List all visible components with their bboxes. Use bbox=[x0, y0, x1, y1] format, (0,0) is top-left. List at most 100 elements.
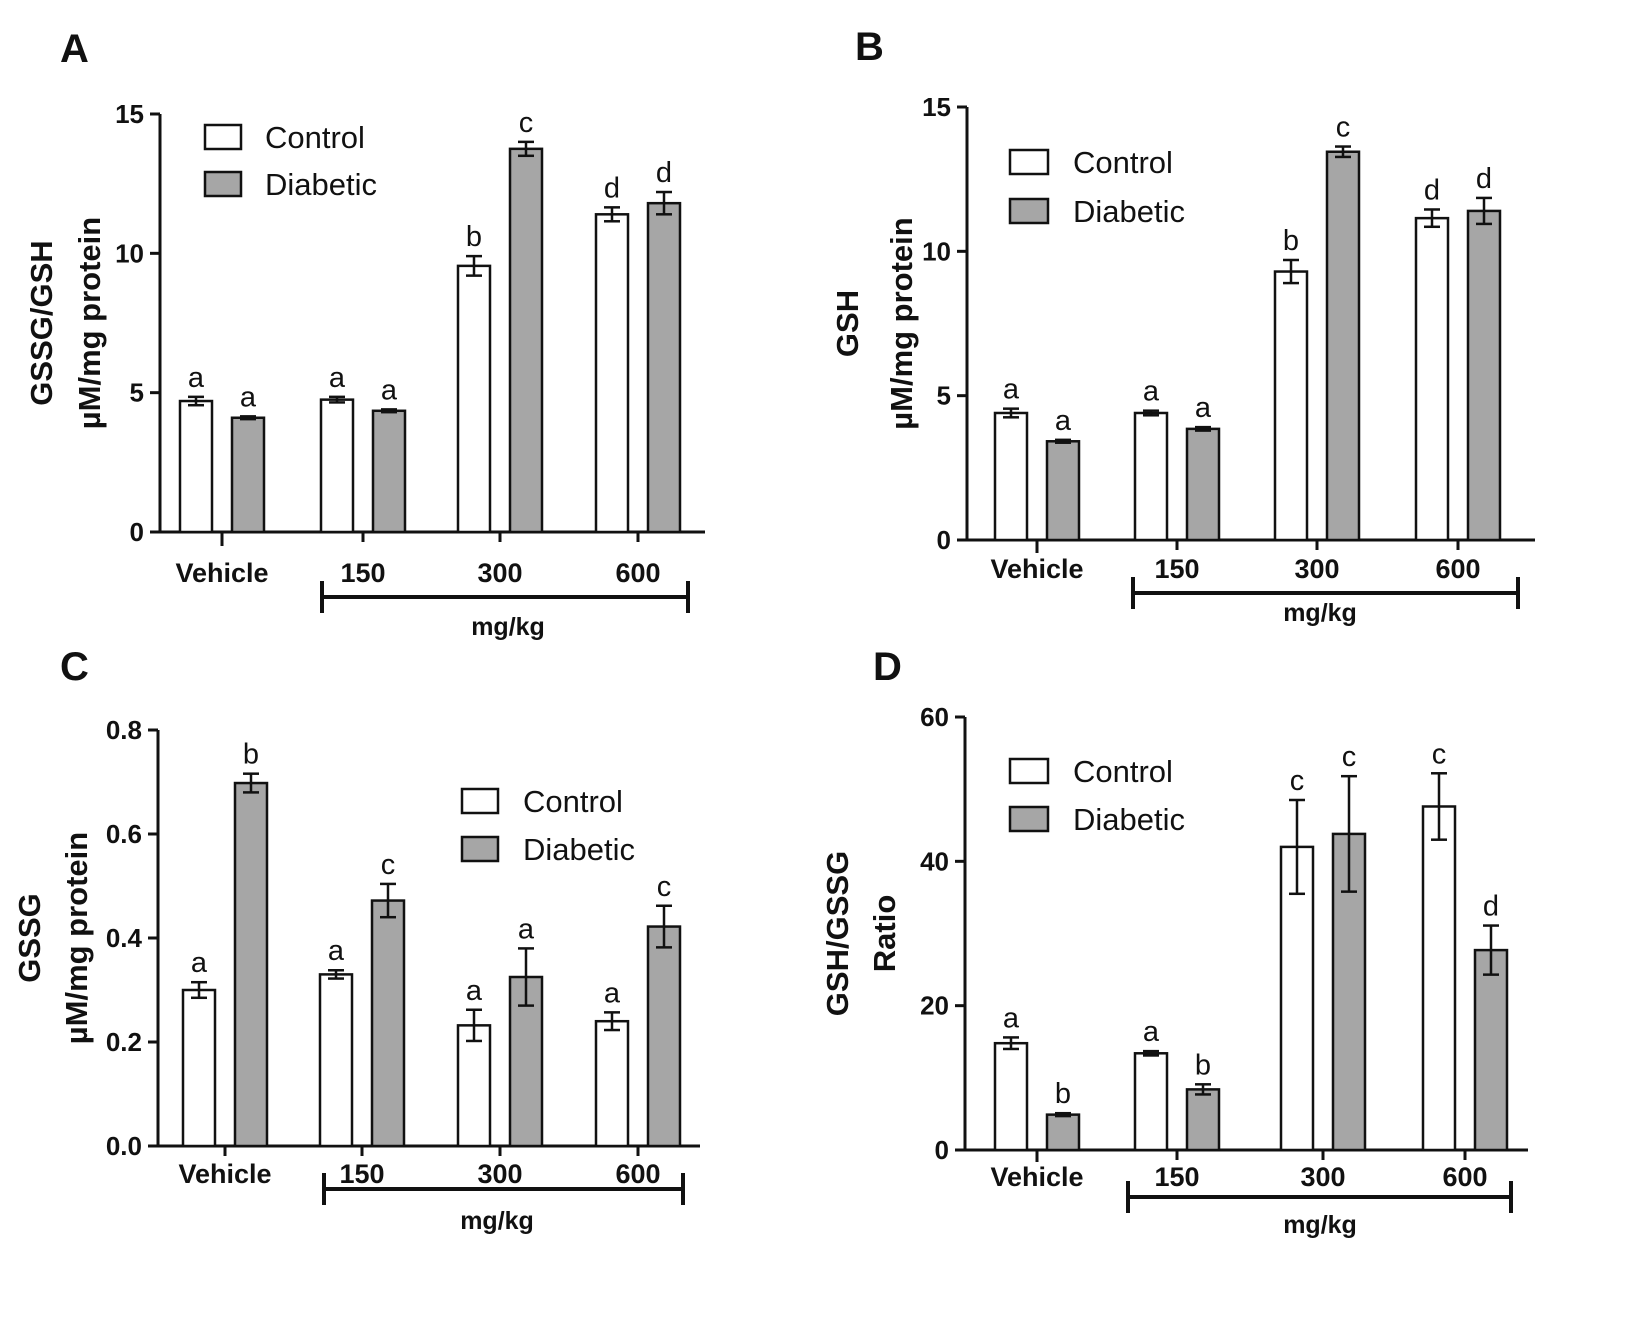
y-tick-label: 5 bbox=[130, 378, 144, 408]
x-tick-label: 600 bbox=[615, 1159, 660, 1189]
bar-control bbox=[456, 1024, 492, 1148]
x-tick-label: 150 bbox=[340, 558, 385, 588]
x-tick-label: 600 bbox=[1442, 1162, 1487, 1192]
legend: Control Diabetic bbox=[1008, 754, 1185, 837]
legend-swatch-control bbox=[460, 787, 500, 815]
legend-label-diabetic: Diabetic bbox=[1073, 194, 1185, 229]
bar-diabetic bbox=[1473, 948, 1509, 1152]
bar-control bbox=[1421, 805, 1457, 1152]
significance-label: c bbox=[381, 849, 396, 881]
legend: Control Diabetic bbox=[203, 120, 377, 202]
significance-label: a bbox=[604, 977, 621, 1009]
significance-label: d bbox=[656, 157, 672, 189]
bar-diabetic bbox=[508, 147, 544, 534]
y-axis-label: GSH µM/mg protein bbox=[830, 217, 919, 429]
bar-diabetic bbox=[371, 409, 407, 534]
significance-label: c bbox=[1342, 741, 1357, 773]
y-tick-label: 0.0 bbox=[106, 1131, 142, 1161]
bar-diabetic bbox=[370, 899, 406, 1148]
significance-label: a bbox=[381, 374, 398, 406]
y-axis-label-line-2: Ratio bbox=[867, 895, 902, 973]
dose-unit-label: mg/kg bbox=[1283, 599, 1357, 627]
chart-panel-d: D GSH/GSSG Ratio 0 20 40 60 a b a b c c c d Vehicle 150 3… bbox=[820, 645, 1528, 1239]
x-tick-label: 300 bbox=[1294, 554, 1339, 584]
y-tick-label: 0 bbox=[937, 525, 951, 555]
y-axis-label-line-2: µM/mg protein bbox=[72, 217, 107, 429]
bar-control bbox=[318, 973, 354, 1148]
bar-control bbox=[178, 399, 214, 534]
significance-label: a bbox=[329, 362, 346, 394]
x-tick-label: 150 bbox=[1154, 1162, 1199, 1192]
y-axis-label-line-1: GSSG/GSH bbox=[24, 240, 59, 405]
dose-unit-label: mg/kg bbox=[460, 1207, 534, 1235]
x-tick-label: Vehicle bbox=[175, 558, 268, 588]
y-axis-label: GSSG µM/mg protein bbox=[12, 832, 94, 1044]
y-tick-label: 0 bbox=[935, 1135, 949, 1165]
significance-label: d bbox=[604, 172, 620, 204]
significance-label: a bbox=[466, 975, 483, 1007]
bar-diabetic bbox=[230, 416, 266, 534]
legend-swatch-diabetic bbox=[1008, 197, 1050, 225]
significance-label: c bbox=[1290, 765, 1305, 797]
y-tick-label: 40 bbox=[920, 846, 949, 876]
bar-control bbox=[181, 988, 217, 1148]
bar-diabetic bbox=[1045, 1113, 1081, 1152]
y-tick-label: 0.4 bbox=[106, 923, 143, 953]
bar-diabetic bbox=[1045, 440, 1081, 542]
chart-panel-b: B GSH µM/mg protein 0 5 10 15 a a a a b c d d Vehicle 15… bbox=[830, 25, 1535, 627]
legend-label-control: Control bbox=[265, 120, 365, 155]
bar-control bbox=[594, 213, 630, 534]
bar-diabetic bbox=[233, 781, 269, 1148]
legend-swatch-diabetic bbox=[203, 170, 243, 198]
panel-letter: B bbox=[855, 25, 884, 69]
x-tick-label: 300 bbox=[1300, 1162, 1345, 1192]
x-tick-label: 300 bbox=[477, 558, 522, 588]
y-tick-label: 0 bbox=[130, 517, 144, 547]
x-tick-label: 150 bbox=[339, 1159, 384, 1189]
significance-label: a bbox=[1143, 1016, 1160, 1048]
y-tick-label: 5 bbox=[937, 381, 951, 411]
y-axis-label-line-1: GSH/GSSG bbox=[820, 851, 855, 1016]
bar-diabetic bbox=[1466, 209, 1502, 542]
significance-label: a bbox=[1003, 1002, 1020, 1034]
x-tick-label: Vehicle bbox=[990, 554, 1083, 584]
significance-label: a bbox=[240, 381, 257, 413]
bar-diabetic bbox=[646, 925, 682, 1148]
bar-control bbox=[993, 1041, 1029, 1152]
bar-diabetic bbox=[1325, 150, 1361, 542]
chart-panel-a: A GSSG/GSH µM/mg protein 0 5 10 15 a a a a b c d d Vehi… bbox=[24, 27, 705, 641]
bar-control bbox=[1414, 216, 1450, 542]
significance-label: b bbox=[1195, 1049, 1211, 1081]
x-tick-label: 600 bbox=[615, 558, 660, 588]
y-axis-label-line-2: µM/mg protein bbox=[884, 217, 919, 429]
significance-label: c bbox=[1432, 738, 1447, 770]
x-tick-label: Vehicle bbox=[178, 1159, 271, 1189]
chart-panel-c: C GSSG µM/mg protein 0.0 0.2 0.4 0.6 0.8 a b a c a a a… bbox=[12, 645, 700, 1235]
significance-label: d bbox=[1476, 163, 1492, 195]
significance-label: a bbox=[191, 947, 208, 979]
legend-swatch-control bbox=[203, 123, 243, 151]
y-axis-label-line-1: GSSG bbox=[12, 893, 47, 983]
y-axis-label-line-2: µM/mg protein bbox=[59, 832, 94, 1044]
panel-letter: A bbox=[60, 27, 89, 71]
bar-control bbox=[1273, 270, 1309, 542]
bar-control bbox=[456, 264, 492, 534]
legend-label-control: Control bbox=[1073, 754, 1173, 789]
legend-label-diabetic: Diabetic bbox=[1073, 802, 1185, 837]
legend-swatch-control bbox=[1008, 148, 1050, 176]
bar-diabetic bbox=[646, 201, 682, 534]
legend-label-control: Control bbox=[1073, 145, 1173, 180]
y-tick-label: 20 bbox=[920, 991, 949, 1021]
x-tick-label: 600 bbox=[1435, 554, 1480, 584]
y-tick-label: 0.6 bbox=[106, 819, 142, 849]
significance-label: a bbox=[518, 913, 535, 945]
x-tick-label: 300 bbox=[477, 1159, 522, 1189]
bar-control bbox=[1133, 411, 1169, 542]
significance-label: d bbox=[1483, 891, 1499, 923]
dose-unit-label: mg/kg bbox=[1283, 1211, 1357, 1239]
significance-label: c bbox=[1336, 112, 1351, 144]
bar-diabetic bbox=[1185, 1088, 1221, 1152]
y-tick-label: 15 bbox=[922, 92, 951, 122]
y-tick-label: 0.2 bbox=[106, 1027, 142, 1057]
